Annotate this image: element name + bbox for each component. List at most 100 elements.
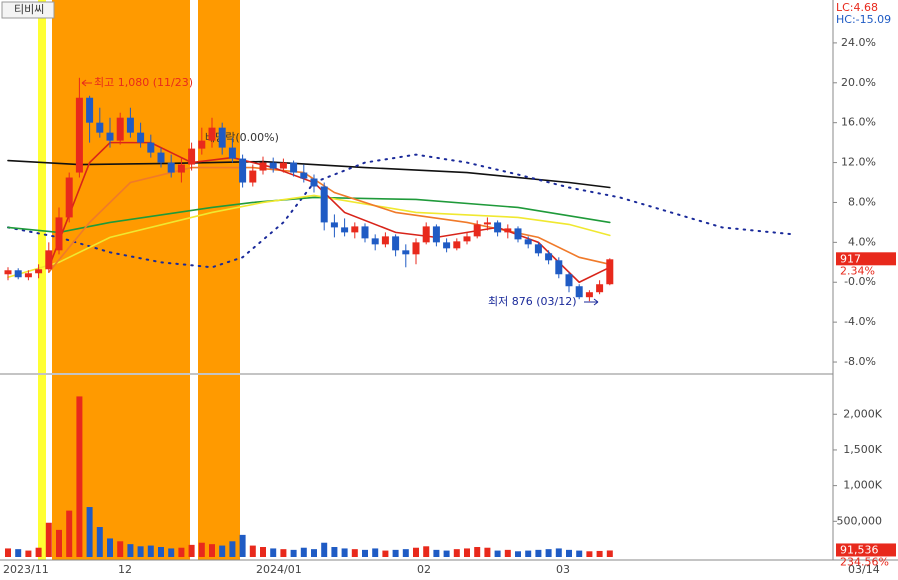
volume-bar xyxy=(25,550,32,557)
volume-bar xyxy=(229,541,236,557)
volume-bar xyxy=(535,549,542,557)
volume-bar xyxy=(137,546,144,557)
volume-tag xyxy=(836,543,896,557)
candle-body xyxy=(361,226,369,239)
volume-bar xyxy=(555,548,562,557)
legend-hc: HC:-15.09 xyxy=(836,13,891,26)
volume-bar xyxy=(423,546,430,557)
volume-bar xyxy=(260,547,266,557)
change-label: 2.34% xyxy=(840,264,875,277)
candle-body xyxy=(279,162,287,169)
volume-bar xyxy=(331,547,338,557)
volume-bar xyxy=(76,396,83,557)
y-tick-label: 8.0% xyxy=(848,195,876,208)
volume-bar xyxy=(178,547,185,557)
volume-bar xyxy=(453,549,460,557)
highlight xyxy=(38,375,46,560)
chart-title: 티비씨 xyxy=(14,3,44,16)
candle-body xyxy=(96,122,104,133)
legend-lc: LC:4.68 xyxy=(836,1,878,14)
candle-body xyxy=(177,164,185,173)
candle-body xyxy=(534,244,542,254)
candle-body xyxy=(126,117,134,133)
candle-body xyxy=(157,152,165,163)
y-tick-label: 12.0% xyxy=(841,156,876,169)
candle-body xyxy=(483,222,491,225)
volume-bar xyxy=(96,527,103,557)
candle-body xyxy=(504,228,512,233)
volume-bar xyxy=(433,549,440,557)
candle-body xyxy=(14,270,22,278)
moving-average xyxy=(7,194,611,279)
volume-bar xyxy=(249,545,256,557)
title-box[interactable] xyxy=(1,1,55,19)
y-tick-label: 1,000K xyxy=(843,479,882,492)
candle-body xyxy=(453,241,461,249)
volume-bar xyxy=(15,549,22,557)
candle-body xyxy=(494,222,502,233)
volume-bar xyxy=(372,548,379,557)
candle-body xyxy=(596,284,604,293)
volume-bar xyxy=(147,545,154,557)
volume-bar xyxy=(239,534,246,557)
moving-average xyxy=(7,159,611,189)
candle-body xyxy=(290,162,298,173)
y-tick-label: 1,500K xyxy=(843,443,882,456)
candle-body xyxy=(147,142,155,153)
volume-bar xyxy=(270,548,277,557)
annotation: 배당락(0.00%) xyxy=(205,131,279,144)
volume-bar xyxy=(362,549,368,557)
candle-body xyxy=(371,238,379,245)
candle-body xyxy=(239,158,247,183)
volume-bar xyxy=(168,548,175,557)
candle-body xyxy=(75,97,83,173)
x-tick-label: 02 xyxy=(417,563,431,576)
candle-body xyxy=(45,250,53,270)
highlight xyxy=(198,375,240,560)
volume-bar xyxy=(219,545,226,557)
candle-body xyxy=(606,259,614,285)
candle-body xyxy=(330,222,338,228)
volume-bar xyxy=(86,507,93,557)
y-tick-label: 2,000K xyxy=(843,407,882,420)
volume-bar xyxy=(515,551,521,557)
moving-average xyxy=(48,166,611,274)
volume-bar xyxy=(443,550,450,557)
annotation: 최저 876 (03/12) xyxy=(488,295,577,308)
x-tick-label: 2023/11 xyxy=(3,563,49,576)
candle-body xyxy=(392,236,400,251)
candle-body xyxy=(443,242,451,249)
candle-body xyxy=(565,274,573,287)
y-tick-label: 20.0% xyxy=(841,76,876,89)
volume-bar xyxy=(351,549,358,557)
volume-bar xyxy=(300,547,307,557)
volume-bar xyxy=(484,547,491,557)
candle-body xyxy=(432,226,440,243)
candle-body xyxy=(463,236,471,242)
candle-body xyxy=(473,224,481,237)
highlight xyxy=(52,375,190,560)
volume-bar xyxy=(474,547,481,557)
x-tick-label: 2024/01 xyxy=(256,563,302,576)
x-tick-label: 12 xyxy=(118,563,132,576)
y-tick-label: 24.0% xyxy=(841,36,876,49)
highlight xyxy=(198,0,240,373)
candle-body xyxy=(412,242,420,255)
volume-bar xyxy=(198,542,205,557)
volume-bar xyxy=(66,510,73,557)
candle-body xyxy=(310,178,318,187)
volume-bar xyxy=(290,549,297,557)
volume-bar xyxy=(5,548,11,557)
volume-bar xyxy=(311,549,317,557)
candle-body xyxy=(106,132,114,141)
candle-body xyxy=(524,239,532,245)
candle-body xyxy=(320,186,328,223)
annotation: 최고 1,080 (11/23) xyxy=(94,76,193,89)
arrow xyxy=(584,298,599,306)
volume-bar xyxy=(35,547,42,557)
candle-body xyxy=(575,286,583,298)
candle-body xyxy=(167,162,175,173)
candle-body xyxy=(555,260,563,275)
price-label: 917 xyxy=(840,252,861,265)
